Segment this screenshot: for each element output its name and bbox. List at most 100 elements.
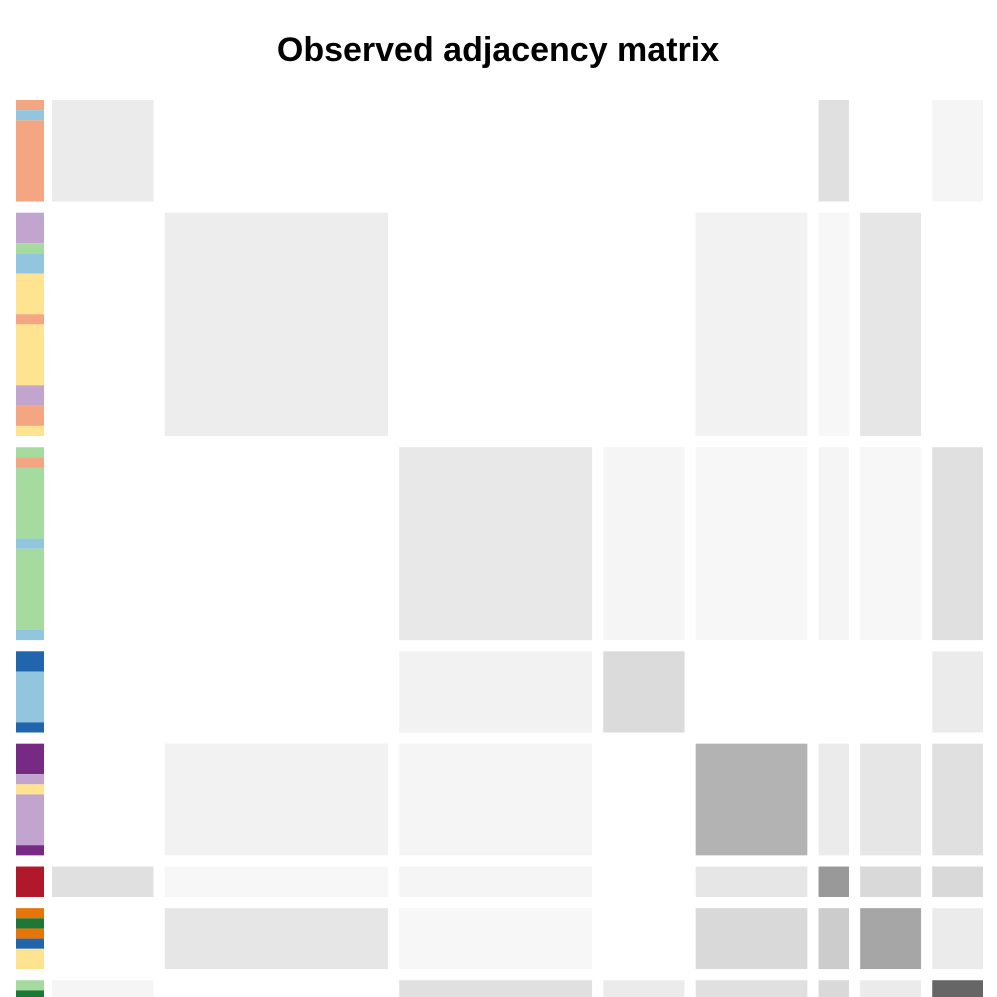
- row-annotation: [16, 629, 44, 641]
- matrix-block: [603, 743, 685, 856]
- row-annotation: [16, 324, 44, 386]
- row-annotation: [16, 845, 44, 856]
- matrix-block: [818, 212, 849, 437]
- matrix-block: [399, 980, 593, 997]
- matrix-block: [399, 866, 593, 897]
- row-annotation: [16, 457, 44, 468]
- matrix-block: [932, 743, 983, 856]
- row-annotation: [16, 866, 44, 897]
- row-annotation: [16, 918, 44, 929]
- row-annotation: [16, 110, 44, 121]
- row-annotation: [16, 928, 44, 939]
- matrix-block: [164, 100, 389, 202]
- matrix-block: [860, 447, 922, 641]
- matrix-block: [399, 651, 593, 733]
- matrix-block: [818, 866, 849, 897]
- row-annotation: [16, 774, 44, 785]
- row-annotation: [16, 243, 44, 254]
- row-annotation: [16, 938, 44, 949]
- matrix-block: [399, 212, 593, 437]
- row-annotation: [16, 908, 44, 919]
- matrix-block: [860, 212, 922, 437]
- matrix-block: [695, 866, 808, 897]
- row-annotation: [16, 425, 44, 437]
- matrix-block: [164, 447, 389, 641]
- matrix-block: [52, 743, 154, 856]
- row-annotation: [16, 651, 44, 672]
- matrix-block: [932, 651, 983, 733]
- row-annotation: [16, 948, 44, 970]
- matrix-block: [164, 980, 389, 997]
- matrix-block: [399, 743, 593, 856]
- matrix-block: [695, 212, 808, 437]
- matrix-block: [860, 651, 922, 733]
- matrix-block: [818, 980, 849, 997]
- row-annotation: [16, 100, 44, 111]
- matrix-block: [52, 651, 154, 733]
- matrix-block: [932, 212, 983, 437]
- chart-title: Observed adjacency matrix: [277, 31, 719, 69]
- row-annotation: [16, 447, 44, 458]
- matrix-block: [695, 447, 808, 641]
- row-annotation: [16, 212, 44, 244]
- row-annotation: [16, 314, 44, 325]
- row-annotation: [16, 538, 44, 549]
- row-annotation: [16, 273, 44, 315]
- matrix-block: [932, 908, 983, 970]
- matrix-block: [52, 980, 154, 997]
- matrix-block: [399, 447, 593, 641]
- matrix-block: [860, 100, 922, 202]
- matrix-block: [52, 212, 154, 437]
- row-annotation: [16, 671, 44, 723]
- matrix-block: [52, 908, 154, 970]
- matrix-block: [164, 651, 389, 733]
- matrix-block: [603, 908, 685, 970]
- row-annotation: [16, 467, 44, 539]
- row-annotation: [16, 990, 44, 997]
- matrix-block: [860, 866, 922, 897]
- matrix-block: [695, 908, 808, 970]
- matrix-block: [52, 100, 154, 202]
- matrix-block: [164, 743, 389, 856]
- matrix-block: [818, 743, 849, 856]
- matrix-block: [52, 866, 154, 897]
- matrix-block: [818, 651, 849, 733]
- matrix-block: [603, 651, 685, 733]
- matrix-block: [818, 100, 849, 202]
- matrix-block: [695, 651, 808, 733]
- matrix-block: [695, 100, 808, 202]
- matrix-block: [164, 908, 389, 970]
- matrix-block: [860, 908, 922, 970]
- row-annotation: [16, 743, 44, 775]
- matrix-block: [603, 212, 685, 437]
- row-annotation: [16, 722, 44, 733]
- matrix-block: [603, 980, 685, 997]
- matrix-block: [399, 908, 593, 970]
- row-annotation: [16, 385, 44, 406]
- matrix-block: [932, 447, 983, 641]
- matrix-block: [603, 100, 685, 202]
- matrix-block: [932, 980, 983, 997]
- matrix-block: [860, 743, 922, 856]
- matrix-block: [164, 866, 389, 897]
- matrix-block: [52, 447, 154, 641]
- row-annotation: [16, 253, 44, 274]
- matrix-block: [818, 447, 849, 641]
- matrix-block: [860, 980, 922, 997]
- row-annotation: [16, 794, 44, 846]
- matrix-block: [603, 447, 685, 641]
- row-annotation: [16, 120, 44, 202]
- matrix-block: [399, 100, 593, 202]
- row-annotation: [16, 980, 44, 991]
- row-annotation: [16, 405, 44, 426]
- row-annotation: [16, 548, 44, 630]
- matrix-block: [818, 908, 849, 970]
- matrix-block: [164, 212, 389, 437]
- matrix-block: [603, 866, 685, 897]
- matrix-block: [932, 866, 983, 897]
- matrix-block: [695, 743, 808, 856]
- row-annotation: [16, 784, 44, 795]
- matrix-block: [695, 980, 808, 997]
- matrix-block: [932, 100, 983, 202]
